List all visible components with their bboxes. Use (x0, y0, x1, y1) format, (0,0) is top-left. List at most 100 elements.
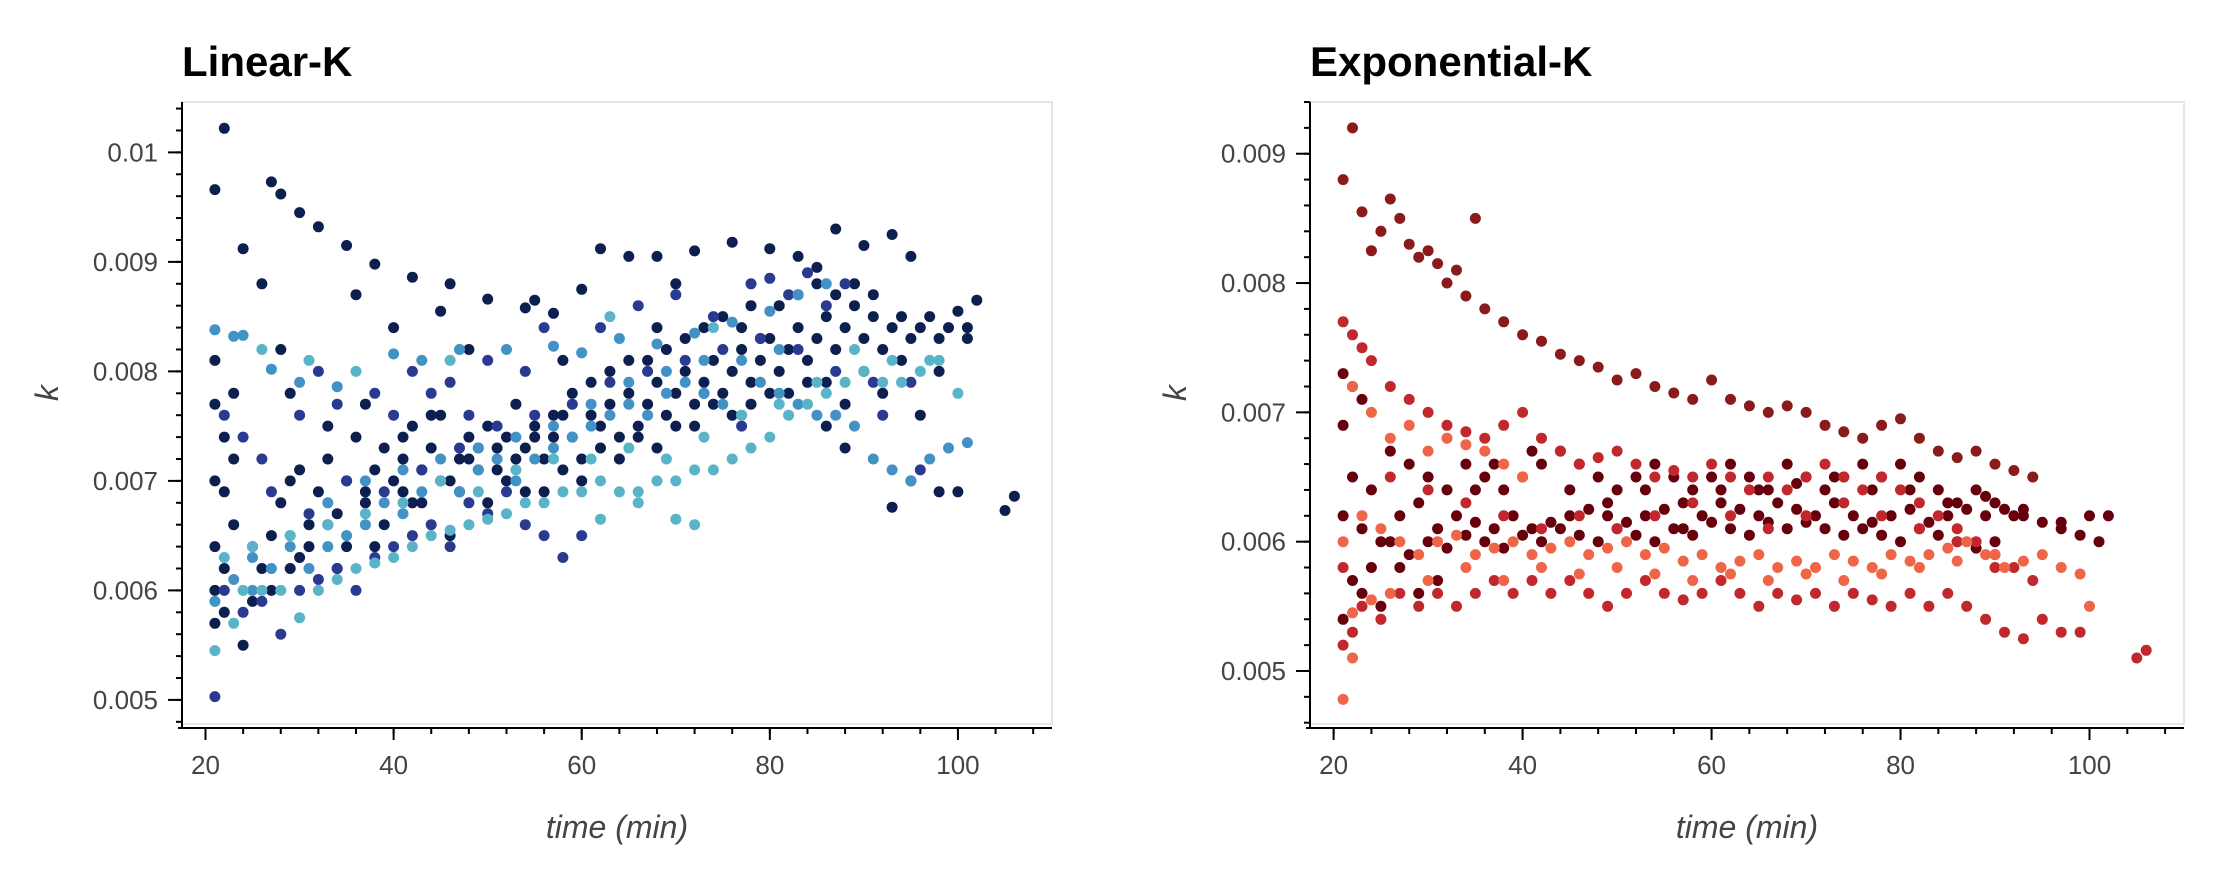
linear-k-scatter-points (209, 122, 1020, 703)
linear-k-point-s2-17 (792, 289, 804, 301)
linear-k-point-s2-52 (830, 409, 842, 421)
exponential-k-point-s3-63 (1762, 575, 1774, 586)
linear-k-point-s0-190 (369, 541, 381, 553)
exponential-k-point-s1-69 (1762, 484, 1774, 496)
linear-k-point-s3-16 (501, 508, 512, 520)
exponential-k-point-s2-16 (1611, 445, 1623, 457)
linear-k-point-s3-62 (689, 519, 701, 531)
linear-k-point-s0-155 (717, 311, 729, 323)
linear-k-point-s3-43 (284, 530, 296, 542)
exponential-k-point-s2-72 (1961, 600, 1973, 612)
linear-k-point-s0-191 (406, 497, 418, 509)
exponential-k-point-s1-67 (1725, 458, 1736, 470)
exponential-k-point-s2-15 (1592, 452, 1604, 464)
exponential-k-point-s3-65 (1838, 575, 1850, 586)
linear-k-point-s1-33 (632, 300, 644, 312)
linear-k-point-s3-42 (247, 541, 258, 553)
linear-k-point-s1-64 (764, 272, 776, 284)
exponential-k-point-s0-30 (1819, 419, 1831, 431)
linear-k-point-s0-146 (548, 409, 559, 421)
linear-k-point-s0-131 (265, 584, 277, 596)
exponential-k-point-s1-9 (1394, 510, 1406, 522)
exponential-k-point-s3-13 (1545, 542, 1557, 554)
exponential-k-point-s2-43 (1413, 600, 1425, 612)
linear-k-point-s0-68 (482, 420, 494, 432)
exponential-k-point-s1-65 (1687, 484, 1699, 496)
linear-k-point-s0-127 (463, 453, 475, 465)
linear-k-point-s1-52 (642, 365, 654, 377)
exponential-k-point-s2-85 (1611, 523, 1623, 535)
exponential-k-point-s1-125 (1488, 458, 1500, 470)
exponential-k-point-s1-51 (1422, 471, 1434, 483)
exponential-k-point-s1-122 (1413, 587, 1425, 599)
exponential-k-point-s1-66 (1706, 471, 1718, 483)
linear-k-point-s0-108 (858, 333, 870, 344)
linear-k-point-s0-136 (359, 497, 371, 509)
linear-k-y-tick-label: 0.007 (93, 466, 158, 496)
exponential-k-point-s3-4 (1375, 523, 1387, 535)
exponential-k-point-s0-8 (1422, 245, 1434, 257)
exponential-k-point-s0-0 (1347, 122, 1358, 134)
linear-k-point-s1-49 (529, 409, 541, 421)
exponential-k-point-s3-20 (1677, 555, 1689, 567)
linear-k-point-s2-30 (416, 486, 428, 498)
linear-k-point-s2-4 (294, 376, 306, 388)
exponential-k-point-s2-45 (1451, 600, 1462, 612)
linear-k-point-s3-46 (397, 497, 409, 509)
exponential-k-point-s2-30 (1876, 471, 1888, 483)
linear-k-point-s0-31 (209, 398, 221, 410)
linear-k-point-s2-39 (585, 420, 597, 432)
exponential-k-point-s3-60 (1649, 568, 1661, 580)
linear-k-point-s2-55 (886, 464, 898, 476)
linear-k-point-s0-126 (425, 409, 437, 421)
exponential-k-point-s1-16 (1526, 523, 1538, 535)
exponential-k-point-s1-32 (1828, 497, 1840, 509)
linear-k-point-s1-21 (218, 409, 230, 421)
linear-k-point-s0-176 (896, 354, 907, 366)
exponential-k-point-s3-26 (1791, 555, 1803, 567)
exponential-k-point-s0-22 (1668, 387, 1680, 399)
linear-k-point-s0-33 (228, 453, 240, 465)
linear-k-point-s3-38 (914, 365, 926, 377)
linear-k-point-s1-62 (425, 387, 437, 399)
linear-k-point-s3-12 (425, 530, 437, 542)
linear-k-point-s1-12 (425, 519, 437, 531)
linear-k-point-s3-25 (670, 475, 682, 487)
linear-k-point-s0-167 (557, 464, 569, 476)
exponential-k-point-s3-44 (1365, 406, 1377, 418)
linear-k-point-s0-143 (491, 442, 503, 454)
linear-k-point-s0-105 (830, 344, 842, 355)
exponential-k-point-s1-13 (1469, 516, 1481, 528)
linear-k-point-s0-45 (265, 530, 277, 542)
linear-k-point-s1-0 (209, 691, 221, 703)
linear-k-point-s0-120 (971, 294, 983, 306)
exponential-k-y-tick-label: 0.007 (1221, 397, 1286, 427)
linear-k-point-s2-66 (472, 442, 484, 454)
linear-k-point-s2-44 (679, 376, 691, 388)
linear-k-point-s0-180 (651, 442, 663, 454)
exponential-k-point-s1-25 (1696, 510, 1708, 522)
linear-k-point-s2-1 (228, 330, 240, 342)
linear-k-point-s3-45 (359, 508, 371, 520)
linear-k-point-s0-43 (247, 595, 258, 607)
exponential-k-point-s2-64 (1810, 587, 1821, 599)
linear-k-point-s0-192 (820, 420, 832, 432)
exponential-k-point-s0-33 (1876, 419, 1888, 431)
exponential-k-point-s2-40 (1356, 600, 1368, 612)
linear-k-point-s0-10 (444, 278, 456, 290)
exponential-k-point-s1-35 (1885, 510, 1897, 522)
linear-k-point-s0-121 (961, 322, 973, 334)
linear-k-point-s2-56 (905, 475, 917, 487)
linear-k-point-s3-67 (350, 365, 362, 377)
exponential-k-point-s1-8 (1375, 536, 1387, 548)
exponential-k-y-tick-label: 0.008 (1221, 268, 1286, 298)
exponential-k-point-s2-65 (1828, 600, 1840, 612)
linear-k-point-s2-0 (209, 324, 221, 336)
exponential-k-point-s2-91 (1838, 497, 1850, 509)
linear-k-point-s0-78 (576, 453, 588, 465)
linear-k-point-s3-61 (670, 513, 682, 525)
exponential-k-point-s0-17 (1573, 355, 1585, 367)
linear-k-point-s3-36 (877, 376, 889, 388)
exponential-k-point-s3-38 (2017, 555, 2029, 567)
exponential-k-point-s3-19 (1658, 542, 1670, 554)
